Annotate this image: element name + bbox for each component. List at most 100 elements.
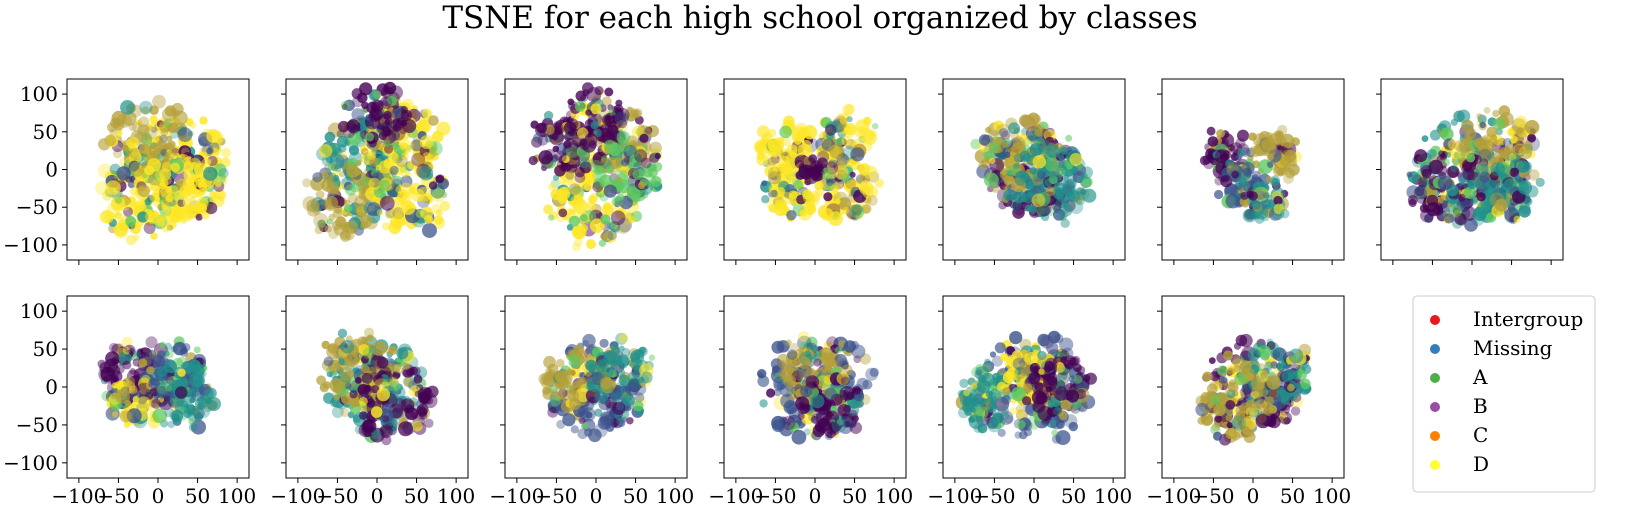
- scatter-point: [167, 140, 176, 149]
- scatter-point: [829, 185, 840, 195]
- y-tick-label: −50: [16, 195, 58, 219]
- scatter-point: [1498, 147, 1510, 159]
- scatter-point: [1070, 404, 1081, 414]
- scatter-point: [1260, 343, 1267, 350]
- scatter-point: [1029, 362, 1041, 374]
- scatter-point: [1073, 194, 1083, 204]
- scatter-point: [603, 350, 619, 366]
- scatter-point: [152, 135, 160, 143]
- scatter-point: [1519, 203, 1531, 215]
- scatter-point: [392, 224, 400, 232]
- scatter-point: [786, 210, 797, 221]
- scatter-point: [114, 196, 123, 204]
- scatter-point: [382, 415, 390, 423]
- scatter-point: [408, 161, 416, 170]
- scatter-point: [392, 175, 403, 186]
- scatter-point: [384, 144, 394, 154]
- scatter-point: [626, 106, 634, 114]
- scatter-point: [872, 123, 879, 130]
- x-tick-label: −50: [316, 484, 358, 508]
- scatter-point: [183, 161, 194, 172]
- scatter-point: [605, 115, 612, 122]
- scatter-point: [433, 215, 444, 225]
- scatter-point: [400, 168, 410, 178]
- x-tick-label: −50: [754, 484, 796, 508]
- scatter-point: [1251, 408, 1260, 417]
- scatter-point: [421, 108, 432, 119]
- scatter-point: [1041, 213, 1050, 222]
- scatter-point: [1022, 396, 1032, 406]
- scatter-point: [1237, 129, 1249, 142]
- scatter-point: [1038, 368, 1045, 375]
- scatter-point: [150, 232, 158, 240]
- scatter-points: [1195, 333, 1312, 446]
- scatter-point: [1437, 175, 1453, 191]
- scatter-point: [1513, 215, 1521, 223]
- x-tick-label: −100: [51, 484, 106, 508]
- scatter-point: [152, 354, 166, 368]
- scatter-point: [370, 89, 381, 101]
- scatter-point: [1069, 152, 1083, 166]
- scatter-point: [137, 184, 151, 198]
- scatter-point: [852, 386, 861, 395]
- scatter-point: [1443, 138, 1456, 151]
- scatter-point: [1283, 417, 1291, 425]
- scatter-point: [1510, 135, 1518, 144]
- scatter-point: [552, 174, 560, 181]
- scatter-point: [555, 358, 565, 368]
- scatter-point: [1277, 364, 1285, 372]
- scatter-point: [1498, 137, 1506, 145]
- scatter-point: [1199, 155, 1210, 166]
- scatter-point: [196, 161, 204, 168]
- scatter-point: [1023, 383, 1033, 393]
- scatter-point: [1235, 175, 1248, 189]
- scatter-point: [383, 140, 391, 147]
- scatter-point: [615, 332, 628, 345]
- scatter-point: [193, 346, 201, 354]
- scatter-point: [831, 419, 846, 433]
- scatter-point: [578, 417, 586, 425]
- x-tick-label: 0: [809, 484, 822, 508]
- scatter-point: [1450, 150, 1460, 160]
- scatter-point: [133, 350, 142, 358]
- scatter-point: [172, 110, 188, 126]
- scatter-point: [346, 119, 361, 134]
- scatter-point: [544, 124, 555, 135]
- scatter-point: [318, 144, 333, 158]
- scatter-point: [386, 161, 402, 177]
- scatter-point: [365, 132, 375, 142]
- scatter-point: [1478, 148, 1492, 162]
- scatter-points: [538, 332, 656, 443]
- scatter-point: [572, 225, 586, 239]
- scatter-point: [1056, 167, 1066, 177]
- scatter-point: [826, 179, 834, 187]
- x-tick-label: 50: [404, 484, 429, 508]
- scatter-point: [770, 189, 778, 198]
- scatter-point: [328, 228, 339, 239]
- scatter-point: [371, 385, 380, 394]
- scatter-point: [329, 378, 344, 393]
- scatter-point: [381, 435, 392, 446]
- scatter-point: [161, 161, 172, 172]
- scatter-point: [334, 164, 342, 173]
- scatter-point: [592, 151, 607, 166]
- scatter-point: [845, 138, 856, 150]
- scatter-point: [415, 209, 424, 218]
- scatter-point: [1233, 342, 1242, 350]
- scatter-point: [405, 367, 415, 377]
- scatter-point: [1264, 361, 1274, 371]
- scatter-point: [1030, 172, 1038, 180]
- scatter-point: [1001, 394, 1011, 405]
- scatter-point: [1447, 165, 1460, 178]
- x-tick-label: −50: [97, 484, 139, 508]
- scatter-point: [771, 365, 779, 373]
- scatter-point: [628, 161, 636, 170]
- scatter-point: [1419, 203, 1429, 213]
- scatter-point: [547, 214, 555, 221]
- scatter-point: [189, 121, 197, 129]
- scatter-point: [822, 380, 831, 389]
- scatter-point: [618, 374, 630, 386]
- scatter-point: [1535, 177, 1545, 187]
- scatter-point: [1009, 407, 1018, 415]
- scatter-point: [1048, 170, 1057, 179]
